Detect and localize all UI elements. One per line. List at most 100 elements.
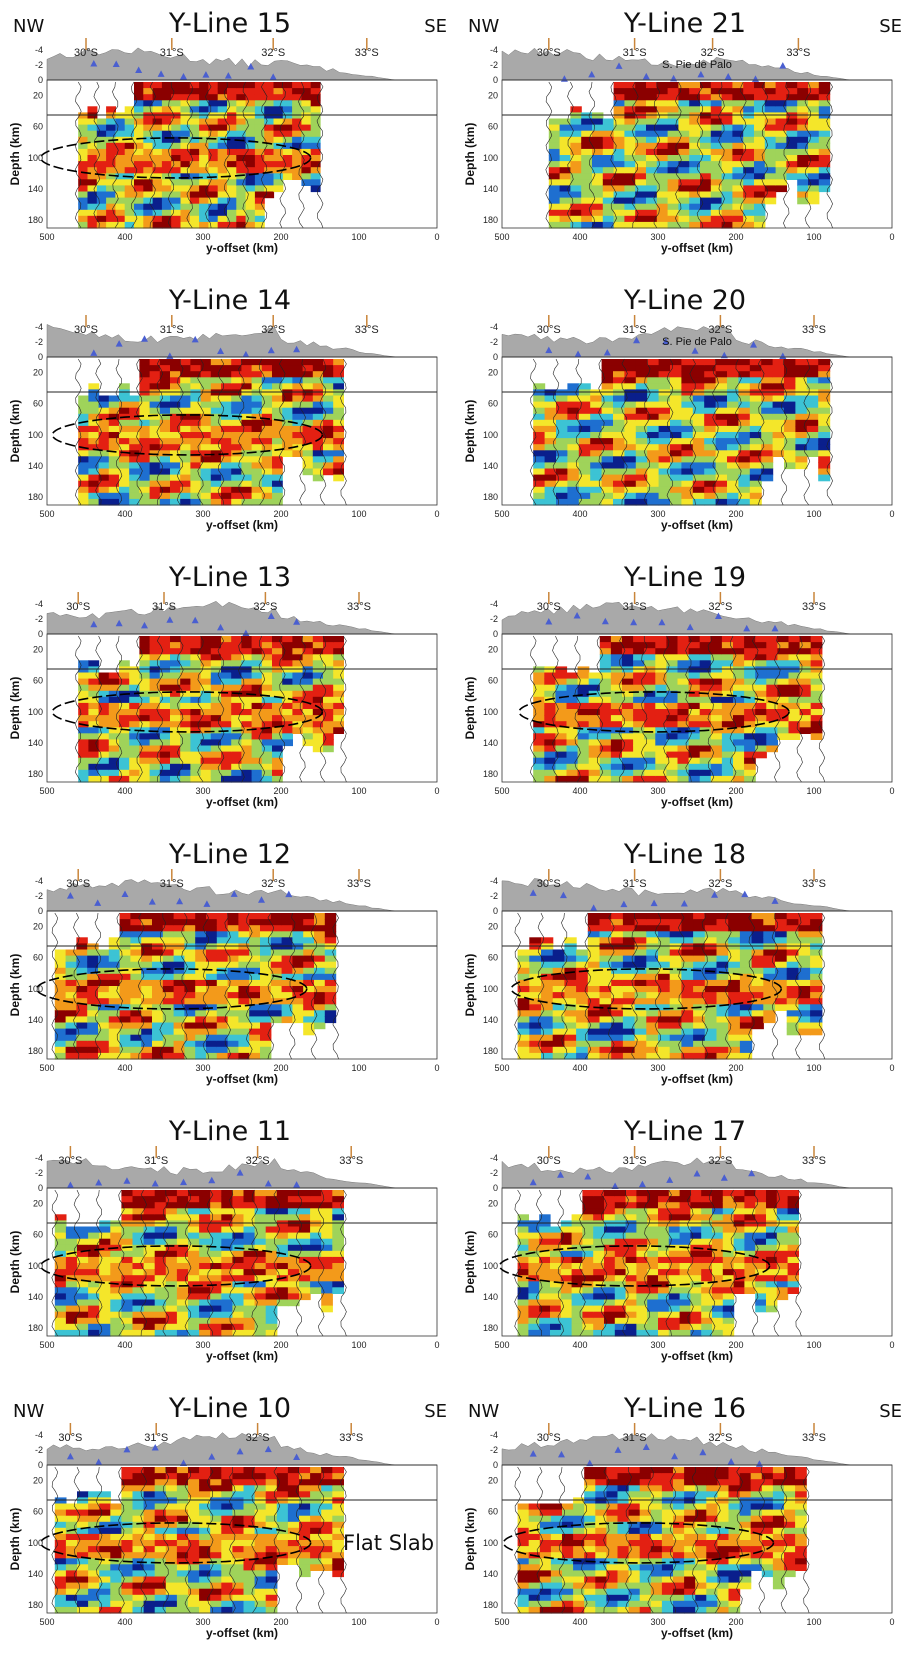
heatmap-cell — [282, 167, 293, 174]
heatmap-cell — [254, 112, 265, 120]
heatmap-cell — [134, 185, 144, 193]
heatmap-cell — [301, 106, 312, 113]
heatmap-cell — [692, 425, 705, 433]
heatmap-cell — [634, 986, 647, 993]
heatmap-cell — [231, 468, 242, 476]
heatmap-cell — [333, 666, 344, 674]
heatmap-cell — [577, 690, 590, 698]
heatmap-cell — [195, 1040, 207, 1048]
heatmap-cell — [333, 660, 344, 667]
heatmap-cell — [141, 1028, 153, 1036]
rf-trace — [299, 635, 306, 783]
heatmap-cell — [241, 359, 253, 366]
heatmap-cell — [808, 82, 820, 89]
heatmap-cell — [195, 1052, 207, 1060]
heatmap-cell — [302, 395, 314, 403]
heatmap-cell — [152, 937, 164, 944]
offset-tick-label: 300 — [195, 786, 210, 796]
heatmap-cell — [799, 648, 812, 655]
heatmap-cell — [564, 961, 577, 969]
heatmap-cell — [141, 1022, 153, 1030]
latitude-label: 31°S — [160, 878, 184, 890]
heatmap-cell — [721, 727, 734, 734]
heatmap-cell — [184, 913, 196, 920]
heatmap-cell — [533, 425, 546, 433]
heatmap-cell — [161, 88, 172, 95]
heatmap-cell — [733, 739, 745, 747]
heatmap-cell — [119, 967, 131, 975]
heatmap-cell — [251, 678, 263, 686]
heatmap-cell — [564, 943, 577, 951]
heatmap-cell — [159, 432, 171, 439]
heatmap-cell — [658, 986, 671, 993]
heatmap-cell — [739, 992, 753, 999]
heatmap-cell — [633, 702, 645, 710]
heatmap-cell — [704, 1034, 718, 1042]
heatmap-cell — [261, 407, 273, 415]
heatmap-cell — [180, 155, 191, 162]
topo-tick-label: -4 — [35, 45, 43, 55]
heatmap-cell — [310, 142, 321, 150]
heatmap-cell — [588, 757, 601, 765]
heatmap-cell — [124, 106, 135, 113]
heatmap-cell — [200, 666, 212, 674]
heatmap-cell — [260, 943, 272, 951]
heatmap-cell — [541, 979, 554, 987]
heatmap-cell — [578, 407, 591, 415]
heatmap-cell — [810, 973, 823, 981]
heatmap-cell — [98, 979, 110, 987]
heatmap-cell — [108, 721, 120, 728]
heatmap-cell — [766, 636, 778, 643]
heatmap-cell — [669, 973, 682, 981]
heatmap-cell — [533, 745, 545, 753]
heatmap-cell — [261, 702, 273, 710]
heatmap-cell — [635, 383, 648, 390]
heatmap-cell — [78, 474, 89, 482]
heatmap-cell — [613, 173, 625, 180]
heatmap-cell — [87, 215, 98, 223]
heatmap-cell — [749, 492, 762, 500]
heatmap-cell — [134, 88, 144, 95]
heatmap-cell — [761, 474, 774, 482]
heatmap-cell — [784, 425, 796, 433]
heatmap-cell — [670, 450, 682, 457]
rf-trace — [332, 912, 339, 1060]
heatmap-cell — [548, 179, 561, 186]
heatmap-cell — [310, 106, 321, 113]
heatmap-cell — [251, 425, 263, 433]
heatmap-cell — [303, 1016, 315, 1024]
heatmap-cell — [98, 709, 110, 716]
heatmap-cell — [743, 197, 755, 205]
heatmap-cell — [634, 1028, 647, 1036]
heatmap-cell — [544, 498, 557, 506]
heatmap-cell — [544, 413, 557, 421]
heatmap-cell — [303, 992, 315, 999]
heatmap-cell — [159, 715, 171, 722]
topo-tick-label: -2 — [35, 60, 43, 70]
heatmap-cell — [517, 1046, 530, 1054]
heatmap-cell — [159, 480, 171, 488]
latitude-label: 31°S — [623, 878, 647, 890]
heatmap-cell — [272, 642, 283, 649]
heatmap-cell — [260, 1016, 272, 1024]
heatmap-cell — [54, 1226, 67, 1234]
heatmap-cell — [577, 775, 590, 783]
latitude-label: 33°S — [355, 324, 379, 336]
y-axis-label: Depth (km) — [463, 400, 477, 463]
heatmap-cell — [666, 745, 679, 753]
heatmap-cell — [159, 425, 171, 433]
heatmap-cell — [677, 636, 690, 643]
heatmap-cell — [544, 709, 556, 716]
heatmap-cell — [646, 1016, 659, 1024]
heatmap-cell — [529, 943, 542, 951]
heatmap-cell — [65, 1287, 78, 1294]
heatmap-cell — [669, 967, 682, 975]
heatmap-cell — [677, 727, 690, 734]
heatmap-cell — [139, 733, 151, 740]
rf-trace — [537, 912, 545, 1060]
heatmap-cell — [555, 745, 568, 753]
station-marker — [94, 899, 102, 906]
heatmap-cell — [688, 745, 701, 753]
station-marker — [662, 337, 670, 345]
